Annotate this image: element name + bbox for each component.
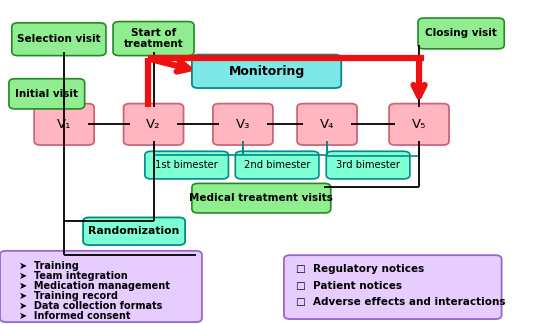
Text: ➤  Medication management: ➤ Medication management: [19, 281, 170, 291]
Text: 2nd bimester: 2nd bimester: [244, 160, 310, 170]
Text: Monitoring: Monitoring: [228, 65, 305, 78]
Text: ➤  Informed consent: ➤ Informed consent: [19, 311, 131, 321]
Text: ➤  Data collection formats: ➤ Data collection formats: [19, 301, 163, 311]
Text: ➤  Training record: ➤ Training record: [19, 291, 118, 301]
Text: V₄: V₄: [320, 118, 334, 131]
Text: Selection visit: Selection visit: [17, 34, 101, 44]
FancyBboxPatch shape: [192, 55, 341, 88]
Text: Start of
treatment: Start of treatment: [124, 28, 183, 49]
Text: V₃: V₃: [236, 118, 250, 131]
FancyBboxPatch shape: [213, 104, 273, 145]
FancyBboxPatch shape: [12, 23, 106, 56]
Text: ➤  Training: ➤ Training: [19, 261, 79, 271]
FancyBboxPatch shape: [326, 151, 410, 179]
FancyBboxPatch shape: [113, 22, 194, 56]
FancyBboxPatch shape: [0, 251, 202, 322]
FancyBboxPatch shape: [297, 104, 357, 145]
Text: V₁: V₁: [57, 118, 72, 131]
Text: 3rd bimester: 3rd bimester: [336, 160, 400, 170]
Text: ➤  Team integration: ➤ Team integration: [19, 271, 128, 281]
FancyBboxPatch shape: [235, 151, 319, 179]
Text: □  Adverse effects and interactions: □ Adverse effects and interactions: [295, 297, 505, 307]
Text: Medical treatment visits: Medical treatment visits: [189, 193, 333, 203]
FancyBboxPatch shape: [192, 183, 331, 213]
FancyBboxPatch shape: [418, 18, 504, 49]
Text: Closing visit: Closing visit: [425, 29, 497, 39]
FancyBboxPatch shape: [389, 104, 449, 145]
FancyBboxPatch shape: [9, 79, 85, 109]
FancyBboxPatch shape: [83, 217, 185, 245]
FancyBboxPatch shape: [124, 104, 184, 145]
Text: □  Regulatory notices: □ Regulatory notices: [295, 264, 424, 274]
Text: 1st bimester: 1st bimester: [155, 160, 218, 170]
Text: V₅: V₅: [412, 118, 426, 131]
Text: V₂: V₂: [146, 118, 161, 131]
Text: Initial visit: Initial visit: [15, 89, 78, 99]
Text: Randomization: Randomization: [89, 226, 180, 236]
FancyBboxPatch shape: [284, 255, 502, 319]
FancyBboxPatch shape: [145, 151, 228, 179]
FancyBboxPatch shape: [34, 104, 94, 145]
Text: □  Patient notices: □ Patient notices: [295, 281, 402, 291]
